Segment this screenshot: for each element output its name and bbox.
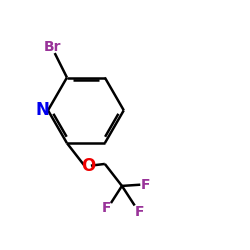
Text: F: F [102, 201, 111, 215]
Text: F: F [140, 178, 150, 192]
Text: O: O [81, 157, 95, 175]
Text: Br: Br [44, 40, 61, 54]
Text: F: F [135, 204, 144, 218]
Text: N: N [36, 101, 50, 119]
